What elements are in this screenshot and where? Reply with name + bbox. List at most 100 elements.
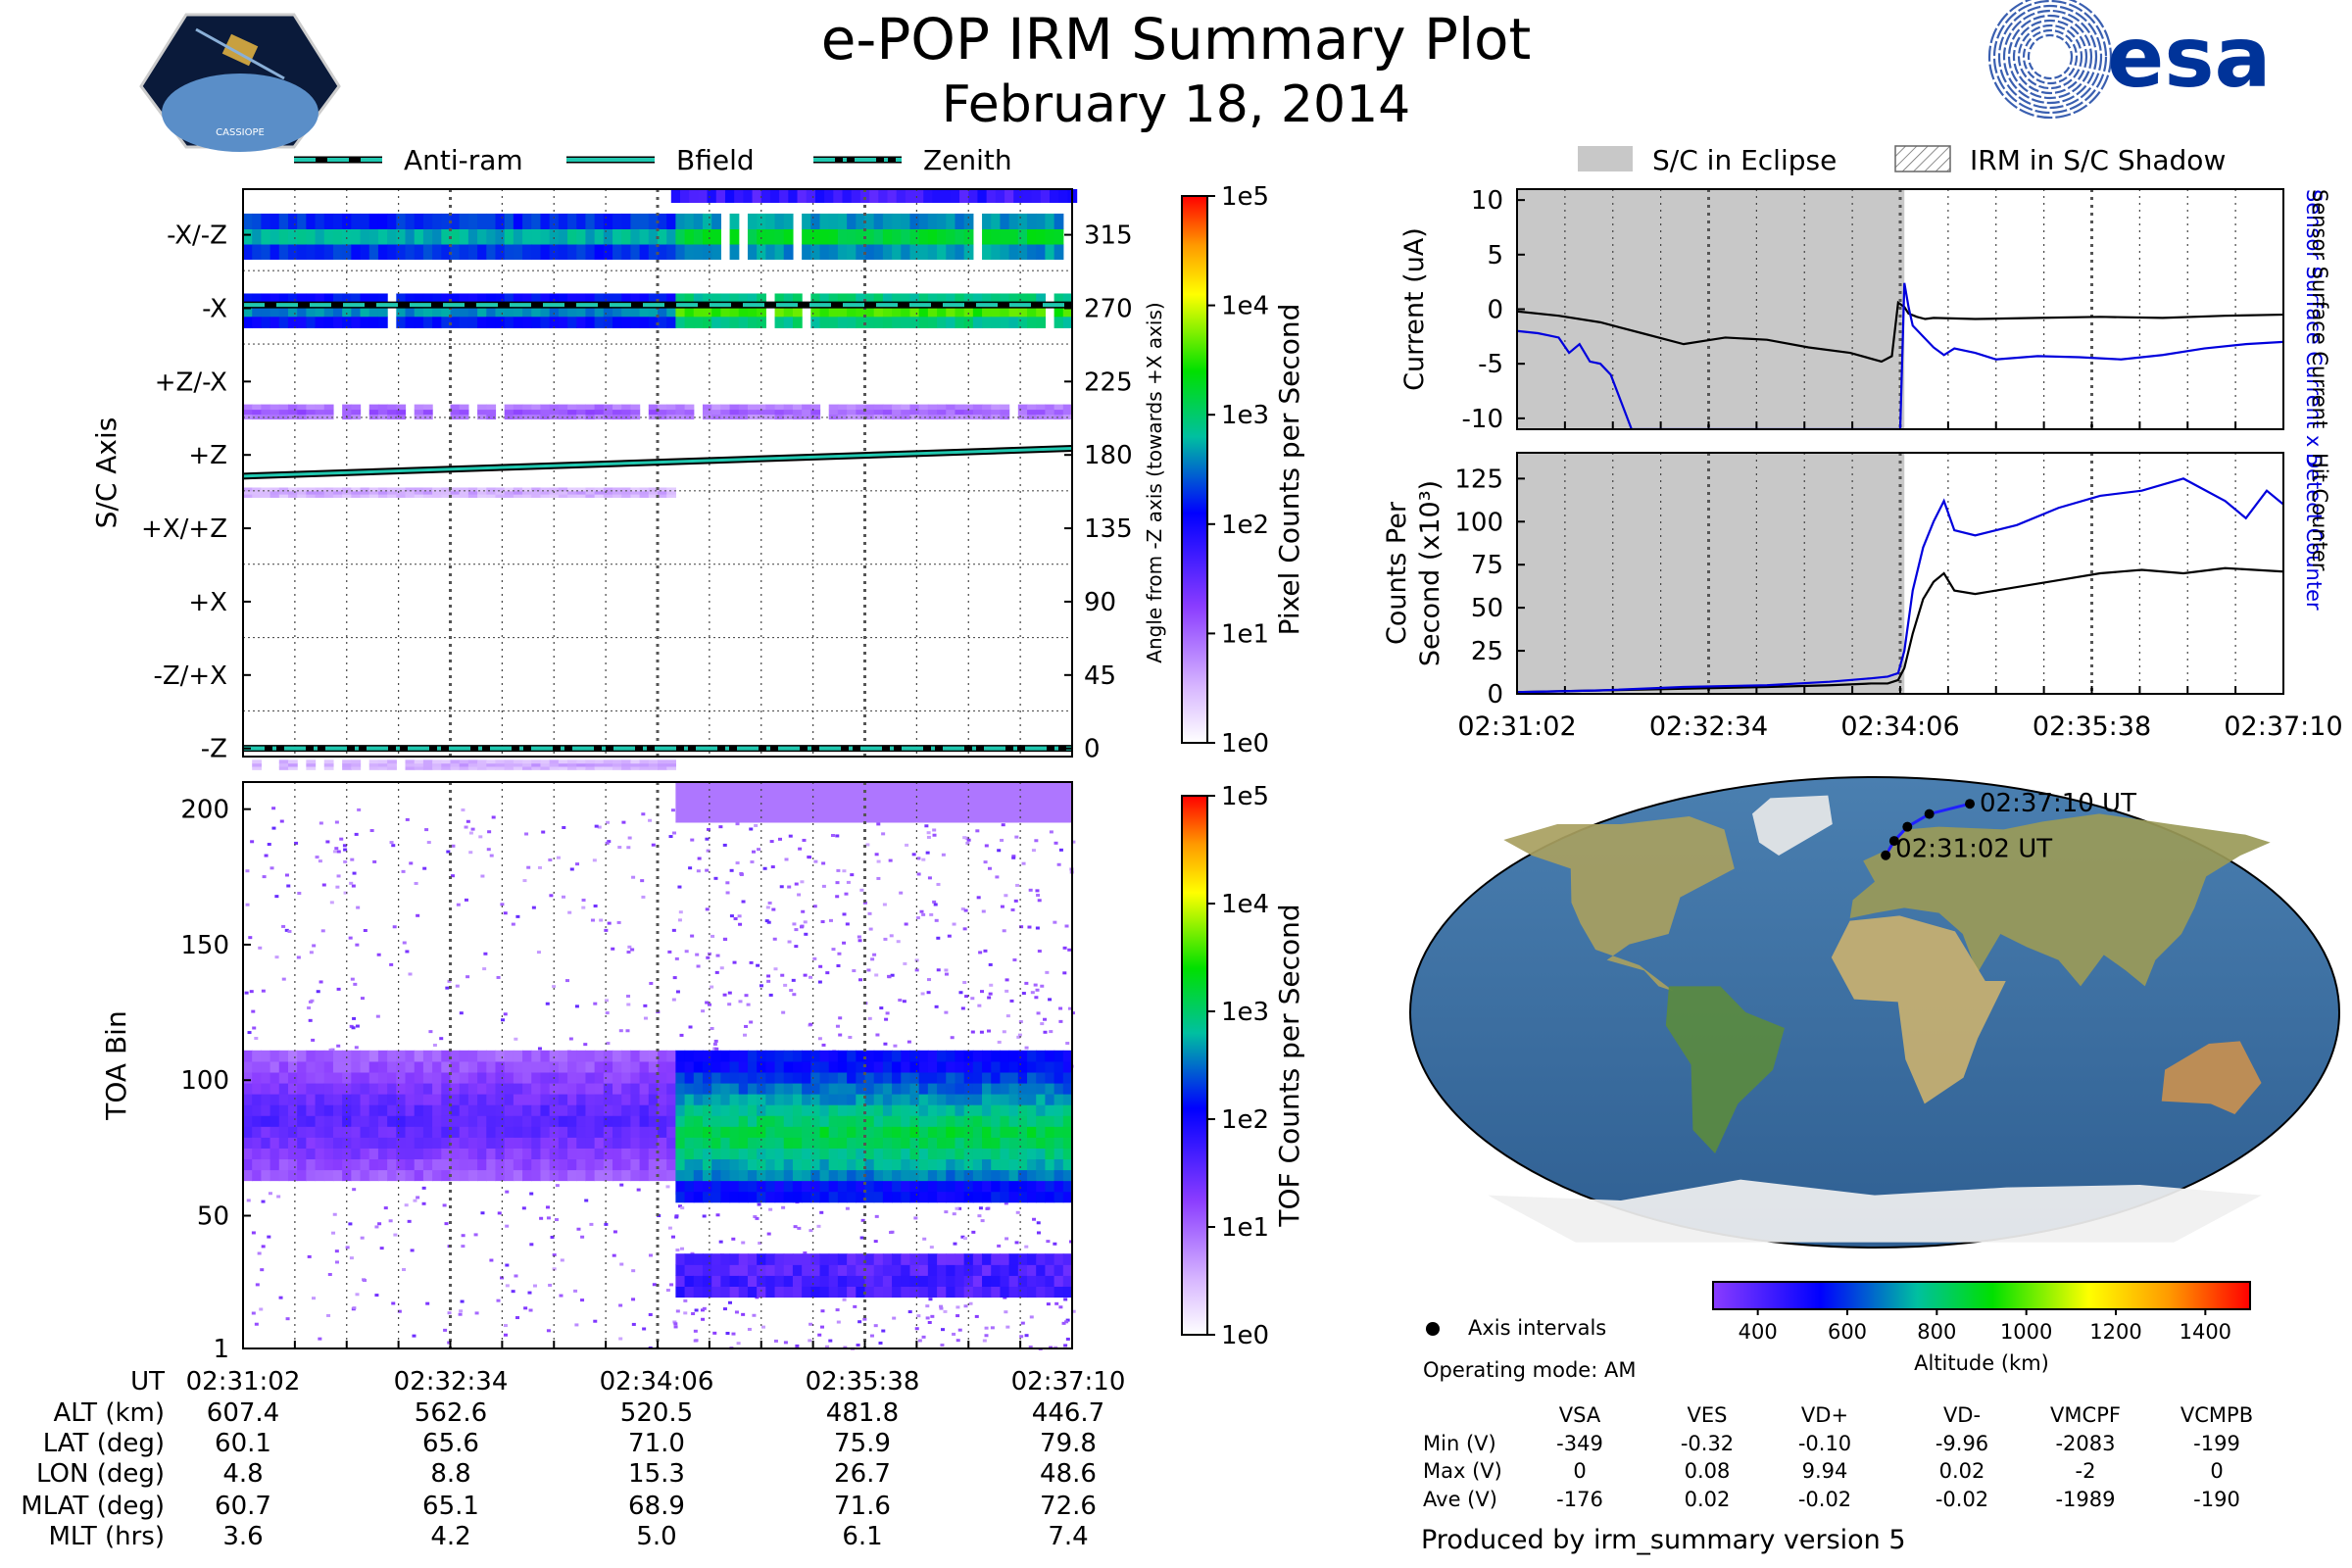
tof-cell — [747, 1060, 758, 1073]
pixel-cell — [1017, 316, 1028, 328]
tof-cell — [639, 1094, 650, 1105]
tof-cell — [819, 1082, 830, 1095]
tof-noise-cell — [818, 964, 823, 968]
pixel-cell — [323, 244, 334, 261]
tof-noise-cell — [480, 874, 485, 878]
tof-cell — [864, 1275, 875, 1287]
tof-cell — [396, 1169, 407, 1182]
tof-noise-cell — [627, 945, 632, 949]
tof-cell — [585, 1060, 596, 1073]
tof-noise-cell — [995, 875, 1000, 879]
tof-noise-cell — [665, 1185, 670, 1189]
pixel-cell — [576, 228, 587, 245]
tof-cell — [621, 1126, 632, 1138]
tof-cell — [396, 1060, 407, 1073]
pixel-cell — [495, 293, 506, 306]
tof-cell — [693, 1275, 704, 1287]
tof-noise-cell — [470, 827, 475, 831]
tof-cell — [621, 1158, 632, 1171]
tof-noise-cell — [787, 885, 792, 889]
pixel-cell — [297, 409, 307, 416]
tof-cell — [765, 1169, 776, 1182]
tof-cell — [1054, 1191, 1064, 1203]
tof-cell — [927, 1126, 938, 1138]
tof-cell — [278, 1071, 289, 1084]
tof-noise-cell — [836, 963, 841, 967]
tof-cell — [747, 1264, 758, 1276]
tof-cell — [612, 1082, 622, 1095]
tof-cell — [612, 1158, 622, 1171]
tof-cell — [963, 1169, 974, 1182]
pixel-cell — [594, 414, 605, 420]
tof-noise-cell — [739, 871, 744, 875]
tof-noise-cell — [797, 1226, 802, 1230]
tof-cell — [639, 1060, 650, 1073]
tof-cell — [261, 1094, 271, 1105]
tof-noise-cell — [379, 1247, 384, 1250]
pixel-cell — [1027, 213, 1037, 229]
tof-noise-cell — [271, 807, 276, 810]
tof-noise-cell — [625, 1029, 630, 1033]
tof-cell — [702, 1082, 712, 1095]
tof-cell — [684, 1060, 695, 1073]
y-axis-label: TOA Bin — [100, 1010, 132, 1120]
tof-cell — [847, 1253, 857, 1265]
tof-cell — [332, 1060, 343, 1073]
tof-noise-cell — [489, 854, 494, 858]
pixel-cell — [720, 404, 731, 411]
tof-cell — [278, 1115, 289, 1127]
pixel-cell — [603, 316, 613, 328]
pixel-cell — [783, 228, 794, 245]
pixel-cell — [522, 244, 532, 261]
pixel-cell — [459, 765, 469, 770]
pixel-cell — [252, 487, 262, 492]
tof-cell — [729, 1137, 740, 1149]
tof-noise-cell — [852, 969, 857, 973]
tof-noise-cell — [514, 1037, 518, 1041]
tof-noise-cell — [1034, 996, 1039, 1000]
tof-noise-cell — [1004, 894, 1008, 898]
tof-noise-cell — [642, 1327, 647, 1331]
tof-noise-cell — [1017, 1033, 1022, 1037]
tof-cell — [1054, 1148, 1064, 1160]
tof-noise-cell — [990, 1326, 995, 1330]
pixel-cell — [495, 213, 506, 229]
tof-cell — [765, 1148, 776, 1160]
pixel-cell — [774, 404, 785, 411]
tof-cell — [819, 1253, 830, 1265]
tof-cell — [666, 1094, 676, 1105]
pixel-cell — [278, 316, 289, 328]
tof-noise-cell — [793, 1225, 798, 1229]
tof-noise-cell — [668, 835, 673, 839]
pixel-cell — [323, 765, 334, 770]
tof-cell — [963, 1253, 974, 1265]
pixel-cell — [873, 305, 884, 318]
tof-cell — [1008, 1137, 1019, 1149]
tof-noise-cell — [461, 1234, 466, 1238]
tof-cell — [765, 1286, 776, 1298]
pixel-cell — [531, 316, 542, 328]
tof-cell — [1027, 1104, 1037, 1116]
pixel-cell — [630, 316, 641, 328]
tof-noise-cell — [369, 829, 374, 833]
pixel-cell — [603, 213, 613, 229]
ephemeris-row-label: LAT (deg) — [43, 1429, 165, 1458]
tof-cell — [837, 1275, 848, 1287]
tof-noise-cell — [284, 873, 289, 877]
tof-cell — [864, 1253, 875, 1265]
y-tick-label: +Z — [188, 441, 227, 470]
y-axis-label: Current (uA) — [1399, 227, 1430, 391]
tof-noise-cell — [956, 1339, 960, 1343]
tof-cell — [819, 1094, 830, 1105]
tof-cell — [1000, 1253, 1010, 1265]
tof-cell — [847, 1094, 857, 1105]
tof-cell — [1045, 1050, 1055, 1062]
tof-cell — [828, 1082, 839, 1095]
tof-noise-cell — [439, 1037, 444, 1041]
tof-cell — [747, 1126, 758, 1138]
tof-noise-cell — [648, 1253, 653, 1257]
tof-cell — [927, 1180, 938, 1193]
tof-cell — [847, 1158, 857, 1171]
pixel-cell — [306, 490, 317, 495]
